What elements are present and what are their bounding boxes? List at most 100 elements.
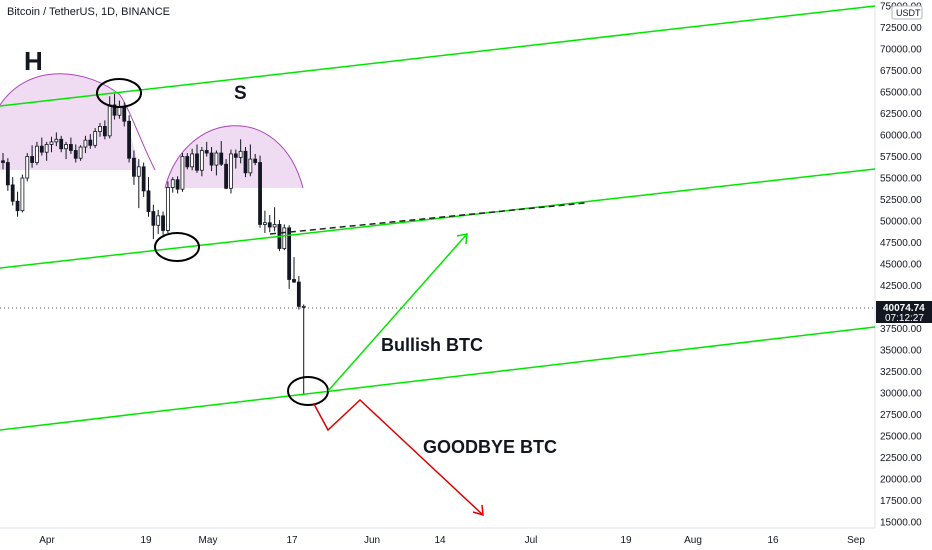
candle-up — [78, 146, 83, 159]
candle-up — [248, 158, 253, 174]
candle-down — [243, 150, 248, 174]
y-tick-label: 32500.00 — [880, 367, 922, 378]
candle-up — [190, 153, 195, 168]
bearish-arrow-head — [472, 504, 484, 517]
candle-up — [20, 177, 25, 212]
y-tick-label: 62500.00 — [880, 109, 922, 120]
y-tick-label: 60000.00 — [880, 131, 922, 142]
x-tick-label: 19 — [620, 535, 632, 546]
y-tick-label: 72500.00 — [880, 23, 922, 34]
y-tick-label: 17500.00 — [880, 496, 922, 507]
candle-up — [170, 179, 175, 188]
y-tick-label: 22500.00 — [880, 453, 922, 464]
candle-up — [64, 144, 68, 150]
chart-title: Bitcoin / TetherUS, 1D, BINANCE — [7, 6, 170, 18]
current-price-label: 40074.74 — [883, 303, 925, 314]
y-tick-label: 65000.00 — [880, 88, 922, 99]
candle-down — [39, 145, 44, 153]
circle-neckline-left — [154, 232, 200, 262]
channel-bottom-line — [0, 326, 876, 431]
candle-up — [282, 227, 287, 249]
candle-up — [156, 215, 161, 226]
shoulder-arc-outline — [164, 125, 304, 189]
candle-up — [49, 141, 54, 145]
countdown-label: 07:12:27 — [885, 313, 924, 324]
y-tick-label: 27500.00 — [880, 410, 922, 421]
x-tick-label: 14 — [434, 535, 446, 546]
annotation-bearish: GOODBYE BTC — [423, 437, 557, 457]
y-tick-label: 35000.00 — [880, 346, 922, 357]
candle-down — [132, 157, 136, 177]
channel-top-line — [0, 5, 876, 107]
candle-down — [175, 179, 180, 190]
candle-down — [292, 279, 296, 283]
time-axis-ticks: Apr 19 May 17 Jun 14 Jul 19 Aug 16 Sep — [39, 535, 865, 546]
candle-down — [233, 153, 238, 158]
candle-down — [258, 162, 262, 225]
candle-down — [69, 144, 73, 151]
candle-down — [185, 156, 190, 168]
annotation-bullish: Bullish BTC — [381, 335, 483, 355]
annotation-head: H — [24, 46, 43, 76]
y-tick-label: 25000.00 — [880, 432, 922, 443]
annotation-shoulder: S — [234, 83, 247, 104]
candle-down — [267, 222, 272, 228]
x-tick-label: May — [199, 535, 218, 546]
candle-down — [10, 184, 15, 202]
circle-channel-touch — [287, 376, 329, 406]
candle-down — [146, 190, 151, 212]
y-tick-label: 70000.00 — [880, 45, 922, 56]
y-tick-label: 67500.00 — [880, 66, 922, 77]
candle-down — [122, 107, 127, 122]
candle-up — [238, 150, 243, 158]
candle-down — [287, 227, 292, 280]
candle-up — [199, 150, 204, 171]
candle-down — [30, 156, 35, 163]
candle-up — [180, 156, 185, 190]
candle-down — [5, 162, 10, 186]
candle-down — [88, 139, 93, 146]
candle-up — [136, 166, 141, 177]
bullish-arrow-head — [456, 233, 468, 245]
candle-up — [117, 107, 122, 116]
y-tick-label: 52500.00 — [880, 195, 922, 206]
x-tick-label: Apr — [39, 535, 55, 546]
head-arc-shape — [0, 73, 140, 170]
y-tick-label: 30000.00 — [880, 389, 922, 400]
channel-middle-line — [0, 168, 876, 269]
candle-up — [93, 131, 98, 146]
candle-up — [35, 145, 39, 163]
candles — [1, 93, 306, 395]
candle-down — [161, 215, 165, 231]
candle-down — [195, 153, 199, 171]
y-tick-label: 50000.00 — [880, 217, 922, 228]
candle-down — [73, 150, 78, 159]
candle-up — [25, 156, 30, 179]
bearish-arrow-line — [313, 398, 484, 516]
candle-down — [224, 163, 229, 189]
candle-up — [83, 139, 88, 148]
candle-up — [262, 222, 267, 225]
candle-up — [165, 187, 170, 231]
candle-down — [127, 120, 131, 159]
candle-down — [59, 138, 64, 150]
candle-down — [141, 166, 146, 192]
bullish-arrow-line — [327, 233, 468, 392]
candle-up — [107, 104, 112, 137]
candle-up — [229, 153, 233, 189]
candle-down — [102, 126, 107, 137]
y-tick-label: 47500.00 — [880, 238, 922, 249]
currency-badge-box[interactable] — [891, 5, 923, 20]
candle-down — [296, 281, 301, 307]
y-tick-label: 42500.00 — [880, 281, 922, 292]
candle-down — [1, 160, 5, 163]
candle-down — [151, 211, 156, 226]
y-tick-label: 45000.00 — [880, 260, 922, 271]
candle-up — [44, 144, 49, 153]
x-tick-label: 16 — [767, 535, 779, 546]
candle-down — [253, 158, 258, 163]
currency-badge: USDT — [896, 8, 921, 18]
channel-dashed-line — [269, 202, 586, 235]
candle-down — [112, 104, 117, 116]
